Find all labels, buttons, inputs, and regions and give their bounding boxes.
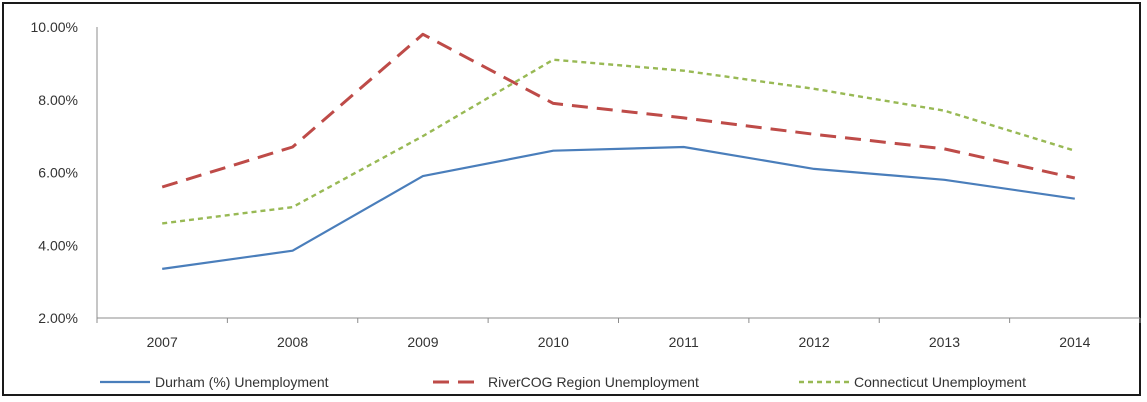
x-tick-label: 2010: [538, 334, 569, 350]
y-tick-label: 8.00%: [38, 92, 78, 108]
x-tick-label: 2008: [277, 334, 308, 350]
legend-label-2: RiverCOG Region Unemployment: [488, 374, 699, 390]
x-tick-label: 2007: [147, 334, 178, 350]
x-tick-label: 2012: [798, 334, 829, 350]
y-tick-label: 6.00%: [38, 165, 78, 181]
x-tick-label: 2013: [929, 334, 960, 350]
x-tick-label: 2011: [669, 334, 699, 350]
series-line-1: [162, 145, 1075, 270]
y-tick-label: 10.00%: [31, 19, 78, 35]
legend-label-3: Connecticut Unemployment: [854, 374, 1026, 390]
legend-label-1: Durham (%) Unemployment: [155, 374, 329, 390]
x-tick-label: 2009: [407, 334, 438, 350]
plot-area: 10.00% 8.00% 6.00% 4.00% 2.00% 2007 2008 2009 20…: [31, 19, 1141, 350]
chart-frame: [2, 2, 1141, 396]
legend: Durham (%) Unemployment RiverCOG Region U…: [100, 374, 1026, 390]
x-tick-label: 2014: [1059, 334, 1090, 350]
y-tick-label: 4.00%: [38, 237, 78, 253]
series-line-3: [162, 58, 1076, 225]
y-tick-label: 2.00%: [38, 310, 78, 326]
series-line-2: [161, 32, 1076, 189]
